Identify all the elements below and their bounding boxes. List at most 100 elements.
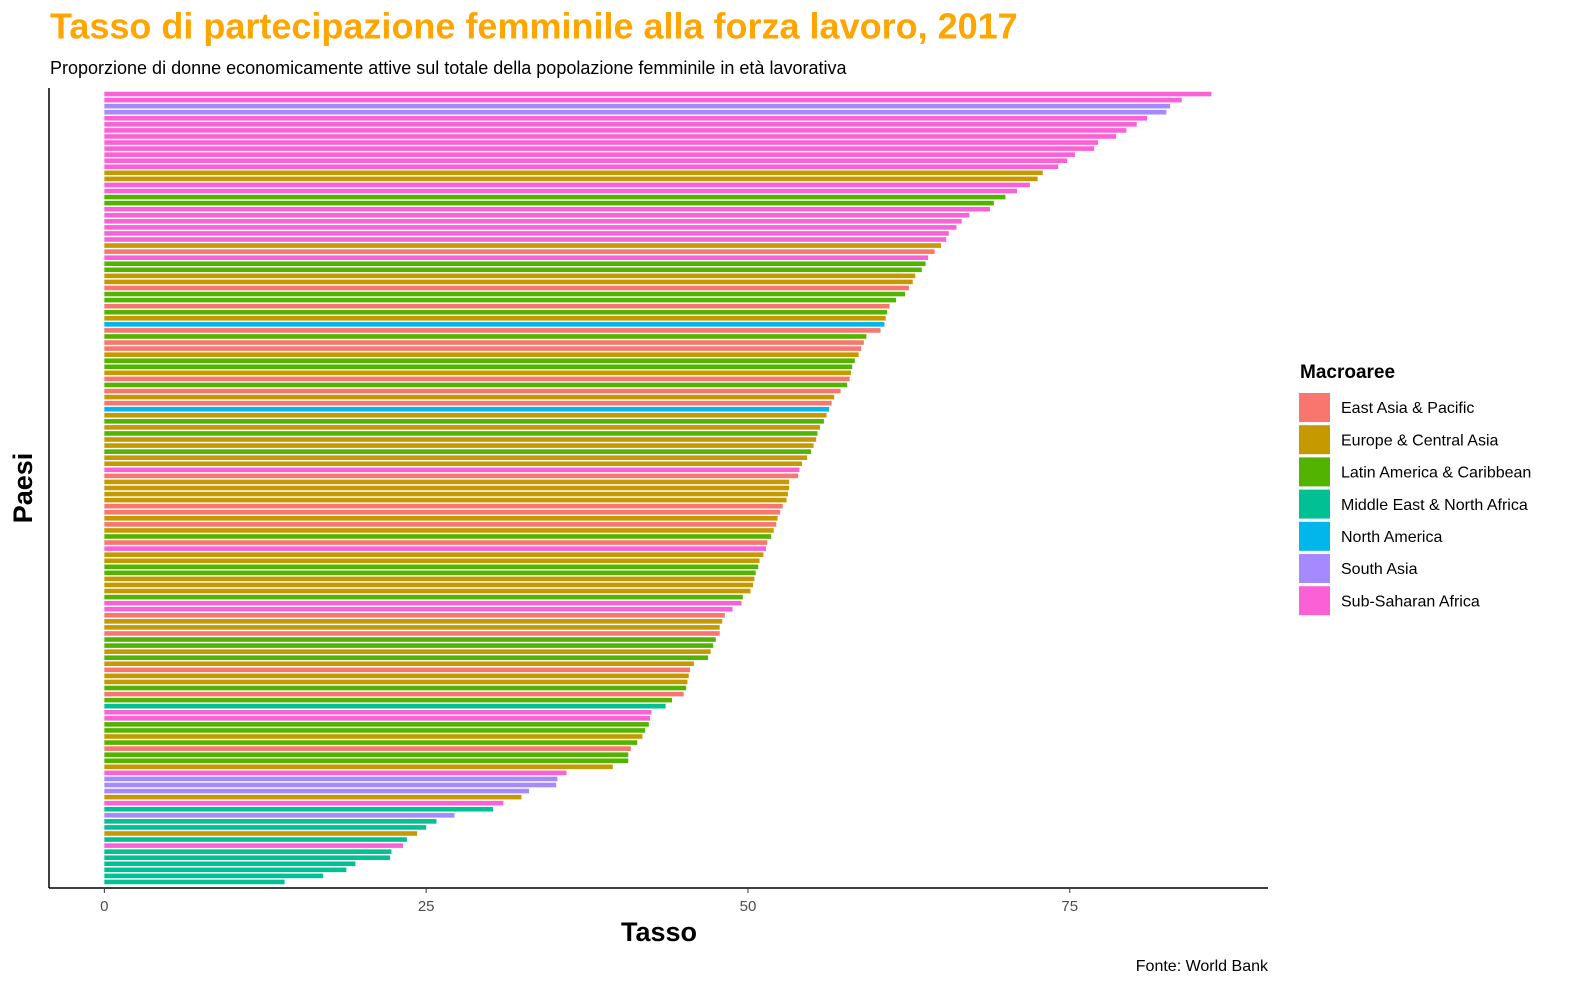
bar xyxy=(104,709,652,715)
bar xyxy=(104,728,645,733)
bar xyxy=(104,237,947,242)
bar xyxy=(104,473,799,479)
bar xyxy=(104,352,859,357)
bar xyxy=(104,679,688,685)
bar xyxy=(104,631,720,636)
bar xyxy=(104,303,890,309)
bar xyxy=(104,746,631,751)
bar xyxy=(104,691,684,697)
x-tick-label: 75 xyxy=(1061,898,1078,915)
bar xyxy=(104,873,324,879)
bar xyxy=(104,661,694,667)
bar xyxy=(104,588,751,594)
legend-label: East Asia & Pacific xyxy=(1341,400,1474,417)
chart-title: Tasso di partecipazione femminile alla f… xyxy=(50,6,1018,47)
bar xyxy=(104,861,356,867)
bar xyxy=(104,722,649,727)
bar xyxy=(104,419,824,424)
bar xyxy=(104,249,935,254)
bar xyxy=(104,394,835,400)
legend-title: Macroaree xyxy=(1300,362,1395,383)
bar xyxy=(104,685,687,691)
bar xyxy=(104,158,1068,164)
bar xyxy=(104,716,651,721)
bar xyxy=(104,576,755,582)
legend-label: Latin America & Caribbean xyxy=(1341,465,1531,482)
bar xyxy=(104,625,720,630)
bar xyxy=(104,825,427,830)
chart-subtitle: Proporzione di donne economicamente atti… xyxy=(50,58,847,78)
bar xyxy=(104,431,818,436)
bar xyxy=(104,103,1171,109)
bar xyxy=(104,212,970,218)
bar xyxy=(104,806,494,812)
x-tick-label: 50 xyxy=(740,898,757,915)
legend-label: Middle East & North Africa xyxy=(1341,497,1528,514)
bar xyxy=(104,200,994,206)
bar xyxy=(104,273,916,279)
bar xyxy=(104,509,781,515)
legend-key xyxy=(1299,489,1330,519)
bar xyxy=(104,503,783,509)
bar xyxy=(104,794,522,800)
bar xyxy=(104,867,347,873)
bar xyxy=(104,194,1006,200)
bar xyxy=(104,455,808,460)
bar xyxy=(104,382,848,388)
legend-label: Europe & Central Asia xyxy=(1341,432,1499,449)
bar xyxy=(104,788,530,794)
bar xyxy=(104,467,800,473)
bar xyxy=(104,412,827,418)
bar xyxy=(104,770,567,776)
bar xyxy=(104,855,391,861)
bar xyxy=(104,600,742,606)
bar xyxy=(104,558,760,564)
bar xyxy=(104,764,613,770)
bar xyxy=(104,831,418,836)
bar xyxy=(104,582,754,588)
bar xyxy=(104,879,285,885)
bar xyxy=(104,540,768,545)
bar xyxy=(104,461,803,467)
x-tick-label: 0 xyxy=(100,898,108,915)
bar xyxy=(104,334,867,339)
legend-key xyxy=(1299,521,1330,551)
bar xyxy=(104,291,906,297)
bar xyxy=(104,534,772,539)
bar xyxy=(104,146,1095,151)
bar xyxy=(104,425,821,430)
legend-key xyxy=(1299,393,1330,422)
bar xyxy=(104,164,1059,170)
bar xyxy=(104,388,841,394)
bar xyxy=(104,182,1030,188)
bar xyxy=(104,261,926,267)
bar xyxy=(104,643,714,648)
bar xyxy=(104,328,881,333)
bar xyxy=(104,758,629,764)
bar xyxy=(104,546,766,551)
bar xyxy=(104,370,851,376)
bar xyxy=(104,243,942,248)
bar xyxy=(104,612,725,618)
bar xyxy=(104,528,774,533)
bar xyxy=(104,594,743,600)
bar xyxy=(104,619,723,624)
bar xyxy=(104,152,1075,157)
legend-key xyxy=(1299,457,1330,487)
bar xyxy=(104,267,922,273)
bar xyxy=(104,479,790,485)
y-axis-label: Paesi xyxy=(8,453,38,524)
bar xyxy=(104,449,812,454)
bar xyxy=(104,109,1167,115)
bar xyxy=(104,740,638,745)
bar xyxy=(104,128,1127,133)
bar xyxy=(104,491,788,497)
bar xyxy=(104,552,764,557)
bar xyxy=(104,364,853,370)
bar xyxy=(104,485,790,491)
bar xyxy=(104,637,716,642)
bar xyxy=(104,703,666,709)
bar xyxy=(104,406,830,412)
